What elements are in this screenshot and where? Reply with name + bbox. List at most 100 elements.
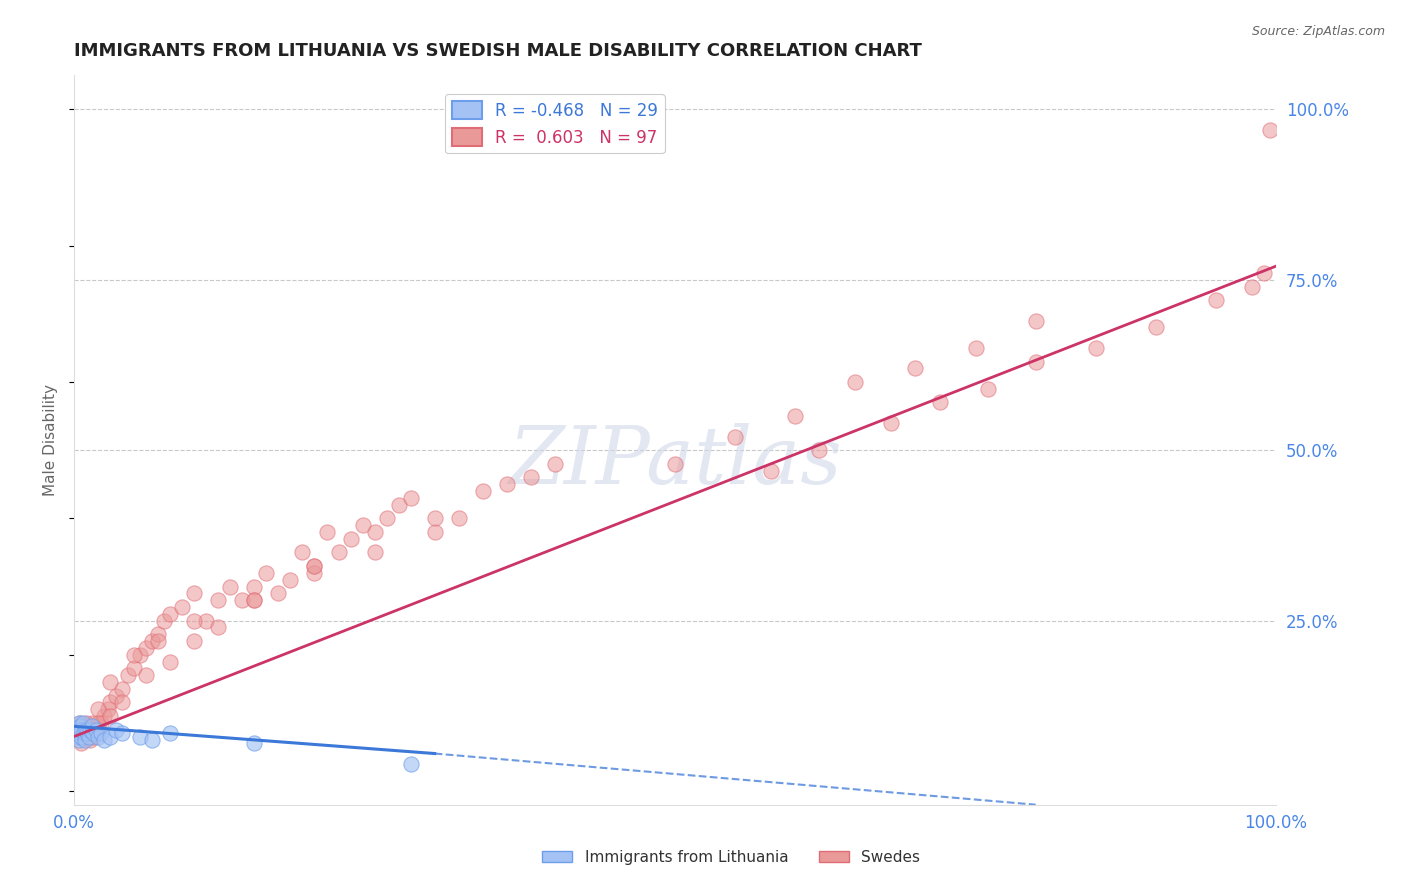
Point [84, 723, 107, 737]
Point [98, 709, 121, 723]
Point [471, 484, 494, 499]
Text: IMMIGRANTS FROM LITHUANIA VS SWEDISH MALE DISABILITY CORRELATION CHART: IMMIGRANTS FROM LITHUANIA VS SWEDISH MAL… [75, 42, 922, 60]
Point [122, 661, 145, 675]
Point [1025, 313, 1047, 327]
Point [75, 715, 97, 730]
Point [75, 719, 97, 733]
Point [153, 614, 176, 628]
Point [87, 702, 110, 716]
Text: ZIPatlas: ZIPatlas [509, 423, 842, 500]
Point [148, 634, 170, 648]
Point [399, 491, 422, 505]
Point [1258, 122, 1281, 136]
Point [105, 723, 128, 737]
Point [761, 464, 783, 478]
Point [73, 732, 96, 747]
Point [82, 723, 104, 737]
Point [315, 524, 337, 539]
Point [141, 732, 163, 747]
Point [73, 726, 96, 740]
Point [72, 715, 94, 730]
Point [844, 375, 866, 389]
Point [70, 736, 93, 750]
Point [976, 382, 998, 396]
Point [231, 593, 253, 607]
Point [122, 648, 145, 662]
Point [388, 498, 411, 512]
Point [148, 627, 170, 641]
Point [1084, 341, 1107, 355]
Point [304, 566, 326, 580]
Point [880, 416, 903, 430]
Point [243, 736, 266, 750]
Point [111, 695, 134, 709]
Point [1025, 354, 1047, 368]
Point [67, 730, 90, 744]
Point [73, 723, 96, 737]
Point [82, 715, 104, 730]
Point [520, 470, 543, 484]
Point [77, 723, 100, 737]
Point [159, 607, 181, 621]
Point [183, 586, 205, 600]
Point [291, 545, 314, 559]
Point [79, 732, 101, 747]
Point [304, 559, 326, 574]
Point [69, 715, 91, 730]
Point [219, 580, 242, 594]
Point [105, 689, 128, 703]
Point [98, 730, 121, 744]
Point [363, 545, 385, 559]
Point [67, 715, 90, 730]
Point [72, 726, 94, 740]
Point [664, 457, 686, 471]
Point [195, 614, 218, 628]
Point [90, 715, 112, 730]
Point [267, 586, 290, 600]
Point [87, 715, 110, 730]
Point [1241, 279, 1264, 293]
Point [73, 730, 96, 744]
Point [375, 511, 398, 525]
Point [207, 593, 229, 607]
Point [77, 730, 100, 744]
Point [183, 634, 205, 648]
Point [965, 341, 987, 355]
Point [93, 709, 115, 723]
Point [447, 511, 470, 525]
Point [495, 477, 517, 491]
Point [785, 409, 807, 423]
Point [339, 532, 361, 546]
Point [243, 593, 266, 607]
Point [135, 668, 157, 682]
Point [328, 545, 350, 559]
Point [129, 730, 152, 744]
Point [84, 723, 107, 737]
Point [243, 580, 266, 594]
Point [87, 730, 110, 744]
Point [75, 723, 97, 737]
Point [87, 719, 110, 733]
Point [98, 695, 121, 709]
Point [352, 518, 374, 533]
Point [129, 648, 152, 662]
Point [928, 395, 950, 409]
Point [423, 524, 446, 539]
Point [141, 634, 163, 648]
Point [111, 681, 134, 696]
Point [1144, 320, 1167, 334]
Point [172, 599, 194, 614]
Point [1253, 266, 1275, 280]
Point [73, 730, 96, 744]
Point [159, 726, 181, 740]
Point [280, 573, 302, 587]
Point [69, 726, 91, 740]
Point [82, 730, 104, 744]
Point [111, 726, 134, 740]
Point [183, 614, 205, 628]
Point [90, 726, 112, 740]
Point [544, 457, 567, 471]
Point [1205, 293, 1227, 308]
Point [399, 756, 422, 771]
Point [304, 559, 326, 574]
